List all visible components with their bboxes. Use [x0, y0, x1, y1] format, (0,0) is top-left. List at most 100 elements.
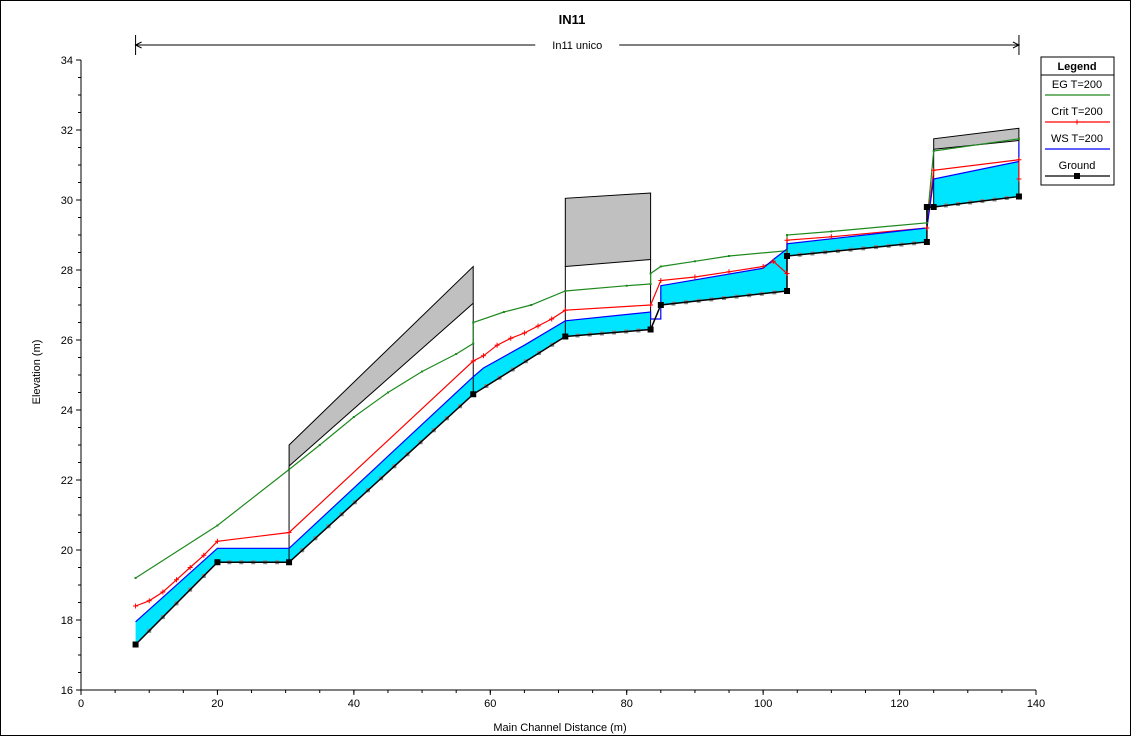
eg-marker: [502, 311, 505, 313]
eg-marker: [659, 265, 662, 268]
ground-marker: [1015, 193, 1022, 200]
eg-marker: [386, 391, 389, 394]
reach-label: In11 unico: [552, 40, 602, 52]
ground-marker: [923, 204, 930, 210]
legend-entries: EG T=200 Crit T=200 WS T=200 Ground: [1045, 79, 1110, 179]
eg-marker: [352, 416, 355, 418]
legend-label-0: EG T=200: [1052, 79, 1102, 91]
crit-marker: [658, 278, 664, 283]
ground-marker: [470, 391, 477, 398]
x-axis-title: Main Channel Distance (m): [493, 722, 626, 734]
legend-label-3: Ground: [1059, 160, 1096, 172]
eg-marker: [216, 524, 219, 527]
plot-area: [132, 127, 1022, 648]
crit-marker: [931, 167, 937, 173]
ground-marker: [657, 302, 664, 308]
chart-title: IN11: [559, 12, 586, 27]
legend-ground-marker: [1074, 173, 1080, 179]
x-tick-label: 40: [348, 698, 360, 710]
crit-marker: [146, 598, 152, 604]
legend-crit-marker: [1074, 119, 1080, 125]
ground-marker: [132, 641, 139, 648]
crit-marker: [924, 225, 930, 231]
crit-marker: [174, 577, 179, 583]
ground-marker: [562, 333, 569, 340]
y-tick-label: 22: [61, 475, 73, 487]
crit-marker: [784, 271, 790, 276]
crit-marker: [692, 274, 698, 280]
ground-marker: [214, 559, 221, 566]
x-tick-label: 100: [754, 698, 772, 710]
reach-arrow: [134, 35, 1021, 55]
y-tick-label: 18: [61, 615, 73, 627]
crit-marker: [470, 358, 476, 364]
y-tick-label: 24: [61, 405, 73, 417]
eg-marker: [530, 304, 533, 306]
eg-marker: [649, 283, 652, 285]
eg-marker: [472, 342, 475, 345]
eg-marker: [786, 249, 789, 252]
y-axis-title: Elevation (m): [31, 340, 43, 405]
eg-marker: [564, 290, 567, 292]
eg-marker: [728, 255, 731, 257]
crit-marker: [480, 353, 486, 359]
y-tick-label: 16: [61, 685, 73, 697]
legend: Legend EG T=200 Crit T=200 WS T=200 Ground: [1040, 56, 1115, 186]
eg-marker: [932, 150, 935, 152]
water-fill-1: [660, 249, 787, 305]
eg-marker: [693, 260, 696, 263]
eg-marker: [1017, 137, 1020, 140]
reach-arrowhead-left: [134, 41, 142, 49]
crit-marker: [494, 342, 500, 348]
crit-marker: [828, 234, 834, 240]
x-tick-label: 20: [211, 698, 223, 710]
crit-marker: [760, 264, 766, 269]
eg-marker: [134, 577, 137, 579]
eg-marker: [288, 468, 291, 471]
y-tick-label: 28: [61, 265, 73, 277]
crit-marker: [562, 307, 568, 313]
ground-marker: [784, 288, 791, 294]
water-fill-2: [787, 228, 927, 256]
reach-arrowhead-right: [1012, 41, 1021, 49]
legend-label-1: Crit T=200: [1051, 106, 1102, 118]
x-tick-label: 0: [78, 698, 84, 710]
crit-marker: [214, 538, 220, 544]
crit-marker: [521, 330, 527, 336]
ground-marker: [286, 559, 293, 566]
eg-marker: [455, 353, 458, 355]
x-tick-label: 80: [621, 698, 633, 710]
crit-marker: [726, 269, 732, 275]
x-tick-label: 140: [1027, 698, 1045, 710]
crit-marker: [535, 323, 541, 329]
x-tick-label: 60: [484, 698, 496, 710]
crit-marker: [187, 565, 193, 570]
y-tick-label: 30: [61, 195, 73, 207]
crit-marker: [160, 589, 166, 595]
legend-label-2: WS T=200: [1051, 133, 1103, 145]
axes: 0 20 40 60 80 100 120 140 16 18 20 22 24 26 28 30 32 34: [61, 55, 1045, 710]
eg-marker: [472, 321, 475, 324]
eg-marker: [830, 230, 833, 233]
crit-marker: [1016, 157, 1022, 163]
ground-marker: [784, 253, 791, 259]
crit-marker: [286, 530, 292, 535]
crit-marker: [784, 237, 790, 243]
legend-title: Legend: [1057, 61, 1096, 73]
x-tick-label: 120: [890, 698, 908, 710]
ground-marker: [647, 326, 654, 333]
y-tick-label: 26: [61, 335, 73, 347]
crit-marker: [1016, 176, 1022, 182]
eg-marker: [925, 221, 928, 224]
crit-marker: [648, 302, 654, 308]
eg-marker: [318, 444, 321, 446]
crit-marker: [770, 258, 776, 264]
y-tick-label: 32: [61, 125, 73, 137]
water-fill-3: [933, 161, 1019, 207]
crit-marker: [549, 316, 555, 322]
eg-marker: [786, 234, 789, 236]
structure-1: [564, 192, 652, 268]
y-tick-label: 20: [61, 545, 73, 557]
